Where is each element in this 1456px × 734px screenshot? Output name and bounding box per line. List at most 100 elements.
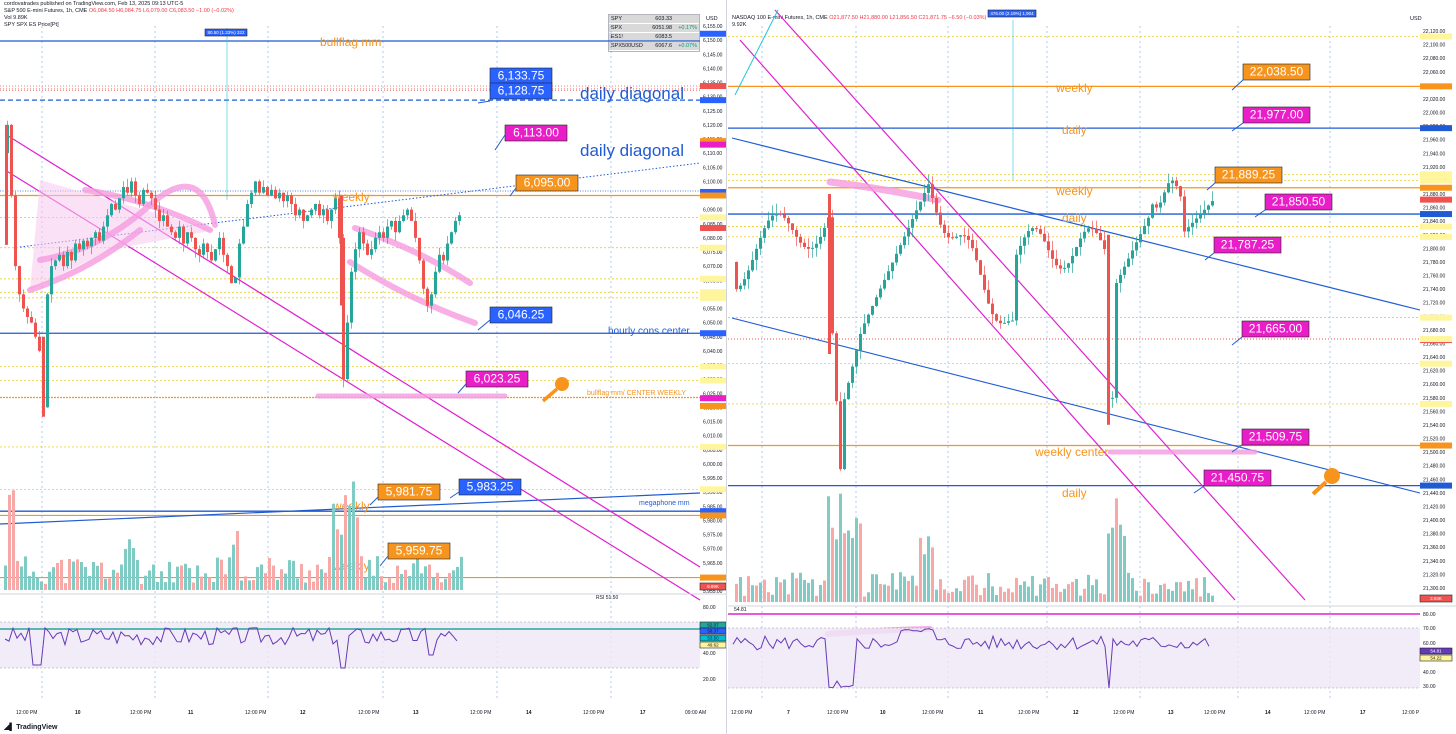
- left-candle-body: [210, 252, 213, 261]
- right-volume-bar: [995, 595, 998, 602]
- right-candle-body: [883, 279, 886, 289]
- right-candle-body: [999, 320, 1002, 324]
- left-candle-body: [238, 243, 241, 278]
- left-candle-body: [398, 220, 401, 233]
- left-axis-tick: 6,150.00: [703, 38, 723, 44]
- right-vol-tag-text: 3.93K: [1430, 596, 1442, 601]
- right-diagonal-upper: [731, 137, 1421, 311]
- left-candle-body: [186, 232, 189, 244]
- right-box-21665-text: 21,665.00: [1249, 322, 1303, 336]
- left-axis-tick: 6,100.00: [703, 179, 723, 185]
- left-axis-price-tag: [700, 138, 726, 145]
- right-candle-body: [807, 246, 810, 249]
- right-candle-body: [1195, 218, 1198, 223]
- left-time-label: 13: [413, 710, 419, 716]
- right-volume-bar: [903, 576, 906, 602]
- left-candle-body: [278, 192, 281, 199]
- right-candle-body: [755, 248, 758, 260]
- right-candle-body: [955, 236, 958, 238]
- left-axis-price-tag: [700, 574, 726, 581]
- left-chart-canvas[interactable]: 6,155.006,150.006,145.006,140.006,135.00…: [0, 0, 726, 734]
- right-volume-bar: [875, 574, 878, 602]
- left-volume-bar: [448, 573, 451, 590]
- left-rsi-tick: 20.00: [703, 677, 716, 683]
- left-volume-bar: [304, 582, 307, 590]
- left-volume-bar: [168, 561, 171, 590]
- right-volume-bar: [1115, 498, 1118, 602]
- left-volume-bar: [208, 577, 211, 590]
- right-candle-body: [1071, 255, 1074, 264]
- left-candle-body: [350, 271, 353, 323]
- right-candle-body: [1163, 192, 1166, 203]
- left-volume-bar: [436, 572, 439, 590]
- right-candle-body: [1083, 231, 1086, 239]
- left-volume-bar: [408, 576, 411, 590]
- right-measure-flag-bg: [987, 9, 1037, 18]
- weekly-center-label: weekly center: [1034, 445, 1108, 459]
- left-candle-body: [374, 237, 377, 250]
- right-time-label: 11: [978, 710, 984, 716]
- right-candle-body: [963, 235, 966, 237]
- right-chart-pane[interactable]: NASDAQ 100 E-mini Futures, 1h, CME O21,8…: [728, 0, 1456, 734]
- left-candle-body: [242, 226, 245, 244]
- right-candle-body: [1091, 228, 1094, 230]
- right-candle-body: [887, 271, 890, 280]
- left-volume-bar: [356, 517, 359, 590]
- left-candle-body: [134, 181, 137, 196]
- left-candle-body: [130, 181, 133, 193]
- left-candle-body: [390, 220, 393, 227]
- right-currency: USD: [1410, 16, 1422, 22]
- right-axis-yellow-tag: [1420, 360, 1452, 367]
- right-candle-body: [979, 260, 982, 275]
- right-box-21850-text: 21,850.50: [1272, 195, 1326, 209]
- right-time-label: 12:00 PM: [1113, 710, 1134, 716]
- left-key-icon: [541, 377, 569, 403]
- tradingview-label: TradingView: [16, 724, 58, 731]
- right-candle-body: [871, 305, 874, 315]
- right-volume-bar: [915, 585, 918, 602]
- right-candle-body: [815, 243, 818, 248]
- right-candle-body: [915, 210, 918, 220]
- left-candle-body: [394, 220, 397, 233]
- left-candle-body: [290, 195, 293, 204]
- right-candle-body: [783, 214, 786, 218]
- left-chart-pane[interactable]: cordovatrades published on TradingView.c…: [0, 0, 727, 734]
- left-volume-bar: [456, 566, 459, 590]
- right-volume-bar: [791, 572, 794, 602]
- left-candle-body: [326, 209, 329, 221]
- left-candle-body: [142, 189, 145, 204]
- left-volume: Vol 9.89K: [4, 15, 28, 21]
- right-candle-body: [847, 382, 850, 400]
- left-overlay-label[interactable]: SPY SPX ES Price[Pt]: [4, 22, 59, 28]
- left-candle-body: [434, 271, 437, 295]
- left-volume-bar: [212, 581, 215, 590]
- left-rsi-value-tag-text: 53.50: [707, 635, 719, 640]
- left-symbol-line[interactable]: S&P 500 E-mini Futures, 1h, CME O6,084.5…: [4, 8, 234, 15]
- left-candle-body: [282, 192, 285, 202]
- left-candle-body: [378, 232, 381, 238]
- left-volume-bar: [396, 565, 399, 590]
- left-box-6133: 6,133.75: [489, 67, 553, 85]
- publisher-line: cordovatrades published on TradingView.c…: [4, 1, 184, 7]
- right-box-21665: 21,665.00: [1241, 320, 1310, 338]
- right-candle-body: [831, 217, 834, 334]
- right-candle-body: [1167, 183, 1170, 193]
- right-measure-flag-text: 476.00 (2.19%) 1,904: [990, 11, 1034, 16]
- left-axis-tick: 6,000.00: [703, 462, 723, 468]
- right-axis-price-tag: [1420, 196, 1452, 203]
- right-volume-bar: [1159, 585, 1162, 602]
- left-rsi-value-tag: 62.07: [699, 621, 726, 629]
- right-chart-canvas[interactable]: 22,120.00 22,100.00 22,080.00 22,060.00 22,0…: [728, 0, 1456, 734]
- left-candle-body: [214, 249, 217, 261]
- right-volume-bar: [835, 539, 838, 602]
- right-volume-bar: [987, 573, 990, 602]
- left-box-6046-text: 6,046.25: [498, 308, 545, 322]
- right-symbol-line[interactable]: NASDAQ 100 E-mini Futures, 1h, CME O21,8…: [732, 15, 986, 22]
- right-volume-bar: [1051, 587, 1054, 602]
- right-candle-body: [1051, 250, 1054, 259]
- left-volume-bar: [300, 564, 303, 590]
- right-candle-body: [1019, 245, 1022, 255]
- left-volume-bar: [272, 565, 275, 590]
- left-time-label: 10: [75, 710, 81, 716]
